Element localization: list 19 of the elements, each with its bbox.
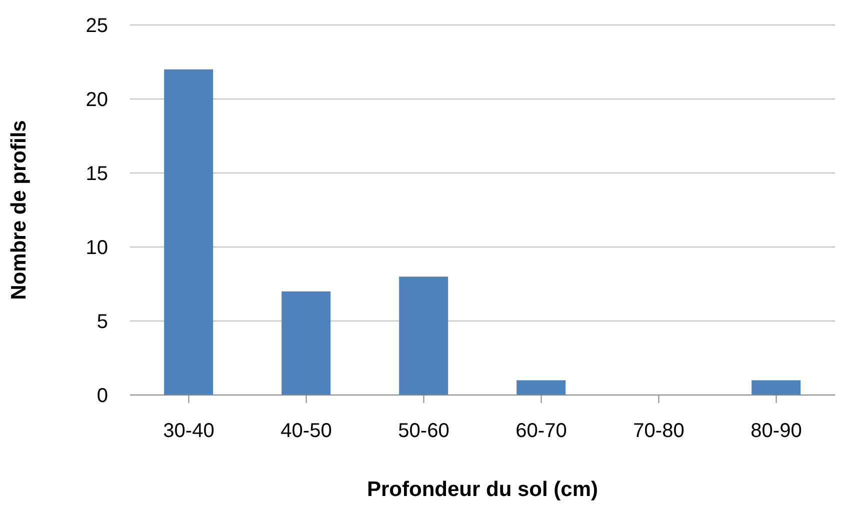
bar [752, 380, 801, 395]
x-tick-label: 80-90 [750, 420, 802, 442]
x-axis-title: Profondeur du sol (cm) [367, 478, 598, 501]
x-tick-label: 60-70 [516, 420, 567, 442]
x-tick-label: 30-40 [163, 420, 214, 442]
bar [164, 69, 214, 395]
y-tick-label: 0 [96, 385, 108, 408]
bar [282, 291, 331, 395]
x-tick-label: 40-50 [280, 420, 332, 442]
x-tick-label: 70-80 [633, 420, 684, 442]
bar [516, 380, 566, 395]
y-tick-label: 5 [96, 311, 108, 334]
y-tick-label: 20 [86, 89, 108, 112]
y-tick-label: 10 [86, 237, 108, 260]
bar [399, 276, 448, 395]
x-tick-label: 50-60 [398, 420, 450, 442]
y-tick-label: 15 [86, 163, 108, 186]
y-axis-title: Nombre de profils [7, 120, 30, 300]
y-tick-label: 25 [86, 15, 108, 38]
